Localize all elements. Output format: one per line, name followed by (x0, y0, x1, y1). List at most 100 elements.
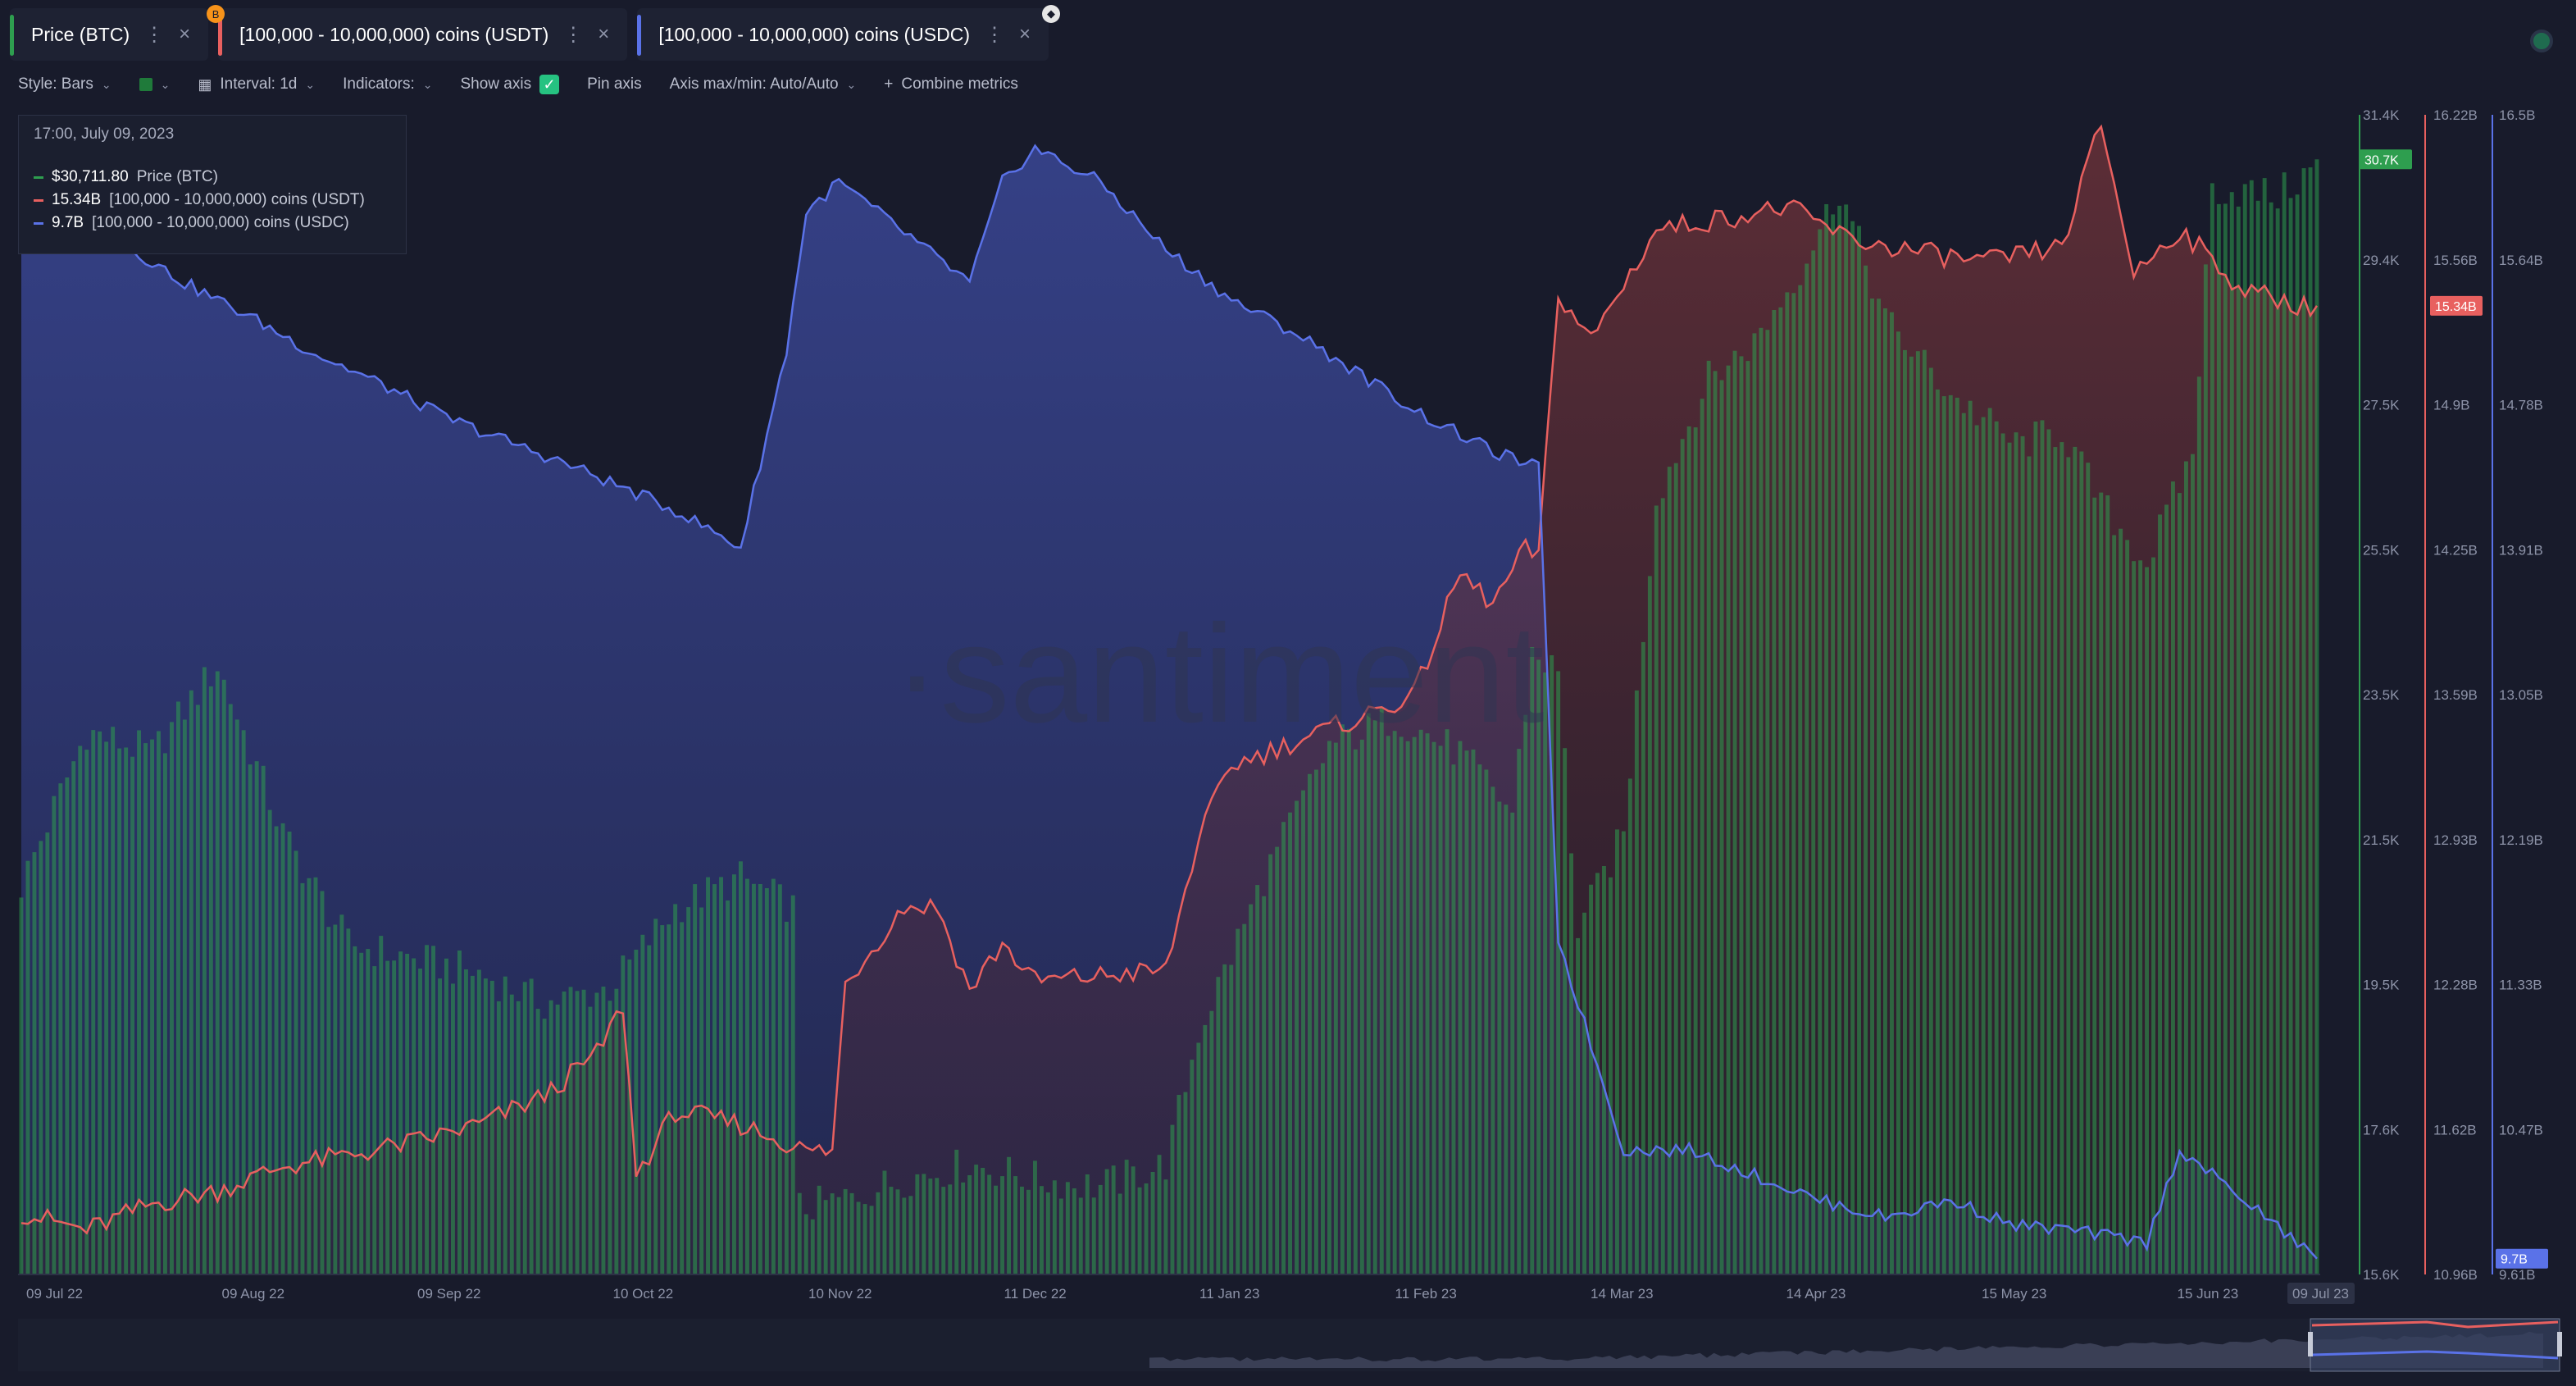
price-bar (660, 925, 665, 1274)
price-bar (2184, 461, 2188, 1274)
price-bar (1660, 498, 1665, 1274)
x-tick-label: 11 Feb 23 (1395, 1286, 1457, 1302)
santiment-watermark: ·santiment (894, 596, 1545, 752)
price-bar (1353, 749, 1358, 1274)
price-bar (994, 1185, 998, 1274)
price-bar (2158, 514, 2162, 1274)
style-selector[interactable]: Style: Bars ⌄ (18, 75, 112, 93)
price-bar (2288, 198, 2293, 1274)
pin-axis-toggle[interactable]: Pin axis (587, 75, 642, 93)
price-bar (1052, 1180, 1057, 1274)
price-bar (1818, 229, 1823, 1274)
indicators-selector[interactable]: Indicators: ⌄ (343, 75, 432, 93)
price-bar (1229, 964, 1234, 1274)
price-bar (2027, 456, 2032, 1274)
price-bar (1536, 659, 1541, 1274)
price-bar (1425, 733, 1430, 1274)
price-bar (1667, 467, 1672, 1274)
price-bar (117, 748, 122, 1274)
price-bar (405, 954, 410, 1274)
price-bar (1163, 1179, 1168, 1274)
close-icon[interactable]: × (1019, 23, 1031, 45)
price-bar (1262, 896, 1267, 1274)
tab-usdt[interactable]: B [100,000 - 10,000,000) coins (USDT) ⋮ … (207, 5, 628, 61)
close-icon[interactable]: × (598, 23, 610, 45)
price-bar (653, 919, 658, 1274)
navigator-usdc-line (2311, 1350, 2559, 1360)
price-bar (150, 739, 154, 1274)
metric-tabs: Price (BTC) ⋮ × B [100,000 - 10,000,000)… (10, 5, 1061, 61)
price-bar (359, 952, 364, 1274)
price-bar (2112, 535, 2117, 1274)
price-bar (1739, 356, 1744, 1274)
price-bar (981, 1168, 985, 1274)
price-bar (1275, 846, 1280, 1274)
price-bar (366, 949, 371, 1274)
price-bar (1654, 505, 1659, 1274)
navigator-usdt-line (2311, 1320, 2559, 1329)
price-bar (1412, 736, 1417, 1274)
tab-price-btc[interactable]: Price (BTC) ⋮ × (10, 8, 209, 61)
price-bar (1935, 389, 1940, 1274)
checkbox-checked-icon[interactable]: ✓ (539, 75, 560, 94)
price-bar (392, 960, 397, 1274)
price-bar (1477, 764, 1482, 1274)
more-options-icon[interactable]: ⋮ (144, 23, 165, 46)
price-bar (78, 745, 83, 1274)
navigator-handle-right[interactable] (2557, 1332, 2562, 1356)
indicators-label: Indicators: (343, 75, 415, 93)
price-bar (1013, 1176, 1017, 1274)
price-bar (2014, 432, 2018, 1275)
price-bar (1870, 299, 1874, 1274)
price-bar (1576, 937, 1580, 1274)
price-bar (2255, 200, 2260, 1274)
tooltip-label: [100,000 - 10,000,000) coins (USDC) (92, 214, 349, 231)
price-bar (137, 730, 141, 1274)
y-tick-label: 12.28B (2433, 978, 2478, 993)
price-bar (673, 904, 678, 1274)
price-bar (1497, 801, 1502, 1274)
combine-metrics-button[interactable]: + Combine metrics (884, 75, 1018, 93)
price-bar (294, 850, 298, 1274)
price-bar (19, 897, 24, 1274)
price-bar (1255, 885, 1260, 1274)
price-bar (438, 978, 442, 1274)
price-bar (627, 959, 632, 1274)
price-bar (202, 667, 207, 1274)
price-bar (503, 976, 507, 1274)
price-bar (496, 1001, 501, 1274)
axis-maxmin-selector[interactable]: Axis max/min: Auto/Auto ⌄ (670, 75, 857, 93)
more-options-icon[interactable]: ⋮ (985, 23, 1005, 46)
more-options-icon[interactable]: ⋮ (563, 23, 584, 46)
price-bar (902, 1197, 907, 1274)
price-bar (634, 950, 639, 1274)
color-selector[interactable]: ⌄ (139, 78, 170, 92)
last-value-badge (2360, 149, 2412, 170)
price-bar (1117, 1193, 1122, 1274)
price-bar (215, 671, 220, 1274)
price-bar (1523, 714, 1528, 1274)
show-axis-toggle[interactable]: Show axis ✓ (460, 75, 560, 94)
tab-usdc[interactable]: [100,000 - 10,000,000) coins (USDC) ⋮ × … (637, 5, 1061, 61)
tab-color-bar (10, 15, 14, 56)
price-bar (1040, 1186, 1044, 1274)
price-bar (333, 924, 338, 1274)
price-bar (1941, 396, 1946, 1275)
interval-selector[interactable]: ▦ Interval: 1d ⌄ (198, 75, 315, 93)
status-dot-icon[interactable] (2530, 30, 2553, 52)
price-bar (1785, 292, 1790, 1274)
x-tick-label: 15 Jun 23 (2178, 1286, 2239, 1302)
navigator-window[interactable] (2310, 1318, 2560, 1372)
price-bar (1805, 263, 1809, 1274)
price-bar (758, 884, 762, 1274)
close-icon[interactable]: × (179, 23, 191, 45)
navigator-handle-left[interactable] (2308, 1332, 2313, 1356)
y-tick-label: 23.5K (2363, 687, 2400, 703)
x-tick-label: 11 Jan 23 (1199, 1286, 1259, 1302)
x-tick-label: 10 Oct 22 (613, 1286, 674, 1302)
price-bar (2040, 420, 2045, 1274)
price-bar (221, 679, 226, 1274)
x-tick-label: 09 Jul 22 (26, 1286, 83, 1302)
price-bar (1981, 417, 1986, 1275)
